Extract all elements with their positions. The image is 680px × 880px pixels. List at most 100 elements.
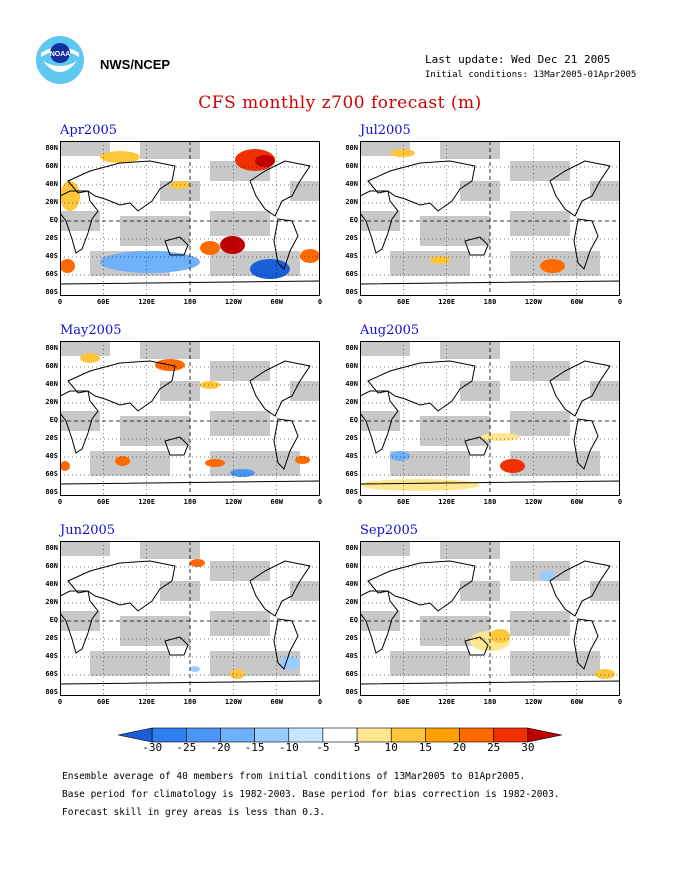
lat-label: 20S bbox=[45, 434, 58, 442]
anomaly-region bbox=[390, 149, 415, 157]
anomaly-region bbox=[60, 181, 80, 211]
lat-label: 60S bbox=[45, 470, 58, 478]
panel-title-may: May2005 bbox=[60, 323, 122, 338]
coastline bbox=[164, 636, 189, 656]
lon-label: 0 bbox=[357, 498, 363, 506]
coastline bbox=[164, 236, 189, 256]
low-skill-area bbox=[90, 651, 170, 676]
coastline bbox=[67, 560, 176, 612]
low-skill-area bbox=[60, 341, 110, 356]
footnote-base-period: Base period for climatology is 1982-2003… bbox=[62, 789, 560, 800]
coastline bbox=[464, 236, 489, 256]
anomaly-region bbox=[540, 571, 555, 581]
lat-label: 40N bbox=[45, 180, 58, 188]
low-skill-area bbox=[420, 416, 490, 446]
lon-label: 60W bbox=[570, 298, 584, 306]
map-panel-jun bbox=[60, 541, 320, 696]
lat-label: 80N bbox=[45, 144, 58, 152]
lon-label: 120E bbox=[438, 498, 456, 506]
coastline bbox=[573, 618, 599, 670]
anomaly-region bbox=[190, 559, 205, 567]
map-frame bbox=[360, 341, 620, 496]
low-skill-area bbox=[210, 611, 270, 636]
lat-label: 60N bbox=[345, 362, 358, 370]
low-skill-area bbox=[510, 361, 570, 381]
low-skill-area bbox=[460, 381, 500, 401]
map-frame bbox=[60, 341, 320, 496]
low-skill-area bbox=[510, 451, 600, 476]
lat-label: 60S bbox=[45, 270, 58, 278]
coastline bbox=[464, 636, 489, 656]
lon-label: 120E bbox=[138, 498, 156, 506]
colorbar-swatch bbox=[186, 727, 221, 743]
panel-title-aug: Aug2005 bbox=[360, 323, 420, 338]
colorbar-swatch bbox=[493, 727, 529, 743]
lon-label: 60W bbox=[270, 498, 284, 506]
lat-label: 60N bbox=[45, 362, 58, 370]
coastline bbox=[360, 190, 399, 254]
low-skill-area bbox=[440, 541, 500, 559]
lon-label: 120E bbox=[438, 698, 456, 706]
colorbar-swatch bbox=[356, 727, 392, 743]
low-skill-area bbox=[390, 651, 470, 676]
lat-label: 60S bbox=[345, 670, 358, 678]
lon-label: 180 bbox=[483, 698, 497, 706]
footnote-ensemble: Ensemble average of 40 members from init… bbox=[62, 771, 526, 782]
lon-label: 0 bbox=[317, 498, 323, 506]
low-skill-area bbox=[210, 411, 270, 436]
lat-label: 60N bbox=[345, 162, 358, 170]
lat-label: EQ bbox=[49, 416, 58, 424]
anomaly-region bbox=[255, 155, 275, 167]
lon-label: 120W bbox=[524, 698, 542, 706]
colorbar-tick-label: 20 bbox=[452, 741, 467, 754]
coastline bbox=[249, 360, 311, 417]
anomaly-region bbox=[115, 456, 130, 466]
lon-label: 120E bbox=[438, 298, 456, 306]
coastline bbox=[573, 218, 599, 270]
colorbar-tick-label: 30 bbox=[521, 741, 535, 754]
lon-label: 0 bbox=[317, 298, 323, 306]
colorbar-swatch bbox=[322, 727, 358, 743]
coastline bbox=[60, 590, 99, 654]
colorbar-tick-label: 25 bbox=[487, 741, 501, 754]
lon-label: 0 bbox=[357, 298, 363, 306]
coastline bbox=[360, 590, 399, 654]
lat-label: 20S bbox=[45, 634, 58, 642]
lat-label: EQ bbox=[349, 416, 358, 424]
lon-label: 0 bbox=[57, 698, 63, 706]
anomaly-region bbox=[230, 669, 245, 679]
colorbar-swatch bbox=[459, 727, 494, 743]
lon-label: 60E bbox=[396, 698, 410, 706]
low-skill-area bbox=[140, 541, 200, 559]
lon-label: 0 bbox=[317, 698, 323, 706]
lat-label: 80S bbox=[345, 288, 358, 296]
lat-label: EQ bbox=[49, 616, 58, 624]
low-skill-area bbox=[210, 451, 300, 476]
panel-title-apr: Apr2005 bbox=[60, 123, 118, 138]
noaa-logo: NOAA bbox=[36, 36, 84, 84]
lat-label: 40S bbox=[45, 252, 58, 260]
anomaly-region bbox=[220, 236, 245, 254]
colorbar-swatch bbox=[425, 727, 460, 743]
anomaly-region bbox=[490, 629, 510, 643]
coastline bbox=[367, 160, 476, 212]
low-skill-area bbox=[360, 541, 410, 556]
low-skill-area bbox=[90, 451, 170, 476]
lat-label: 80N bbox=[45, 344, 58, 352]
anomaly-region bbox=[430, 256, 450, 264]
coastline bbox=[249, 160, 311, 217]
low-skill-area bbox=[120, 616, 190, 646]
panel-title-jul: Jul2005 bbox=[360, 123, 411, 138]
lat-label: 20N bbox=[45, 598, 58, 606]
low-skill-area bbox=[420, 216, 490, 246]
lon-label: 180 bbox=[483, 498, 497, 506]
lat-label: 20S bbox=[345, 434, 358, 442]
lon-label: 180 bbox=[483, 298, 497, 306]
colorbar-tick-label: 15 bbox=[418, 741, 432, 754]
coastline bbox=[249, 560, 311, 617]
coastline bbox=[273, 218, 299, 270]
anomaly-region bbox=[390, 451, 410, 461]
lon-label: 60E bbox=[396, 498, 410, 506]
lat-label: 40N bbox=[345, 580, 358, 588]
coastline bbox=[60, 390, 99, 454]
